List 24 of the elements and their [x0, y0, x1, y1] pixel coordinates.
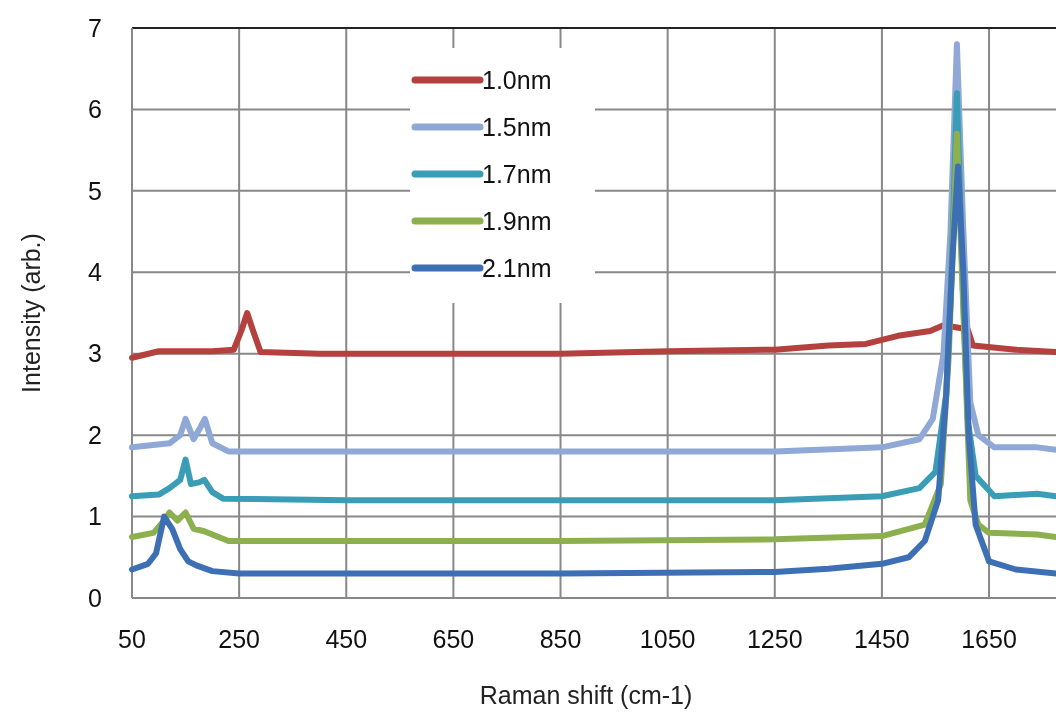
x-axis-title: Raman shift (cm-1) — [479, 681, 693, 709]
x-tick-label: 850 — [539, 625, 582, 653]
legend-label: 2.1nm — [482, 253, 552, 282]
y-tick-label: 6 — [88, 95, 102, 124]
y-tick-label: 3 — [88, 339, 102, 368]
x-tick-label: 50 — [118, 625, 146, 653]
y-tick-label: 5 — [88, 176, 102, 205]
x-tick-label: 1050 — [639, 625, 696, 653]
x-tick-label: 650 — [432, 625, 475, 653]
y-tick-label: 1 — [88, 502, 102, 531]
x-tick-label: 450 — [325, 625, 368, 653]
y-tick-label: 7 — [88, 13, 102, 42]
x-tick-label: 250 — [218, 625, 260, 653]
legend-label: 1.5nm — [482, 112, 552, 141]
legend-label: 1.0nm — [482, 65, 552, 94]
legend-label: 1.9nm — [482, 206, 552, 235]
x-tick-label: 1450 — [854, 625, 910, 653]
y-tick-label: 2 — [88, 420, 102, 449]
legend-label: 1.7nm — [482, 159, 552, 188]
x-tick-label: 1250 — [746, 625, 803, 653]
x-tick-label: 1650 — [961, 625, 1017, 653]
y-tick-label: 4 — [88, 258, 103, 287]
y-axis-title: Intensity (arb.) — [17, 233, 45, 393]
y-tick-label: 0 — [88, 583, 102, 612]
